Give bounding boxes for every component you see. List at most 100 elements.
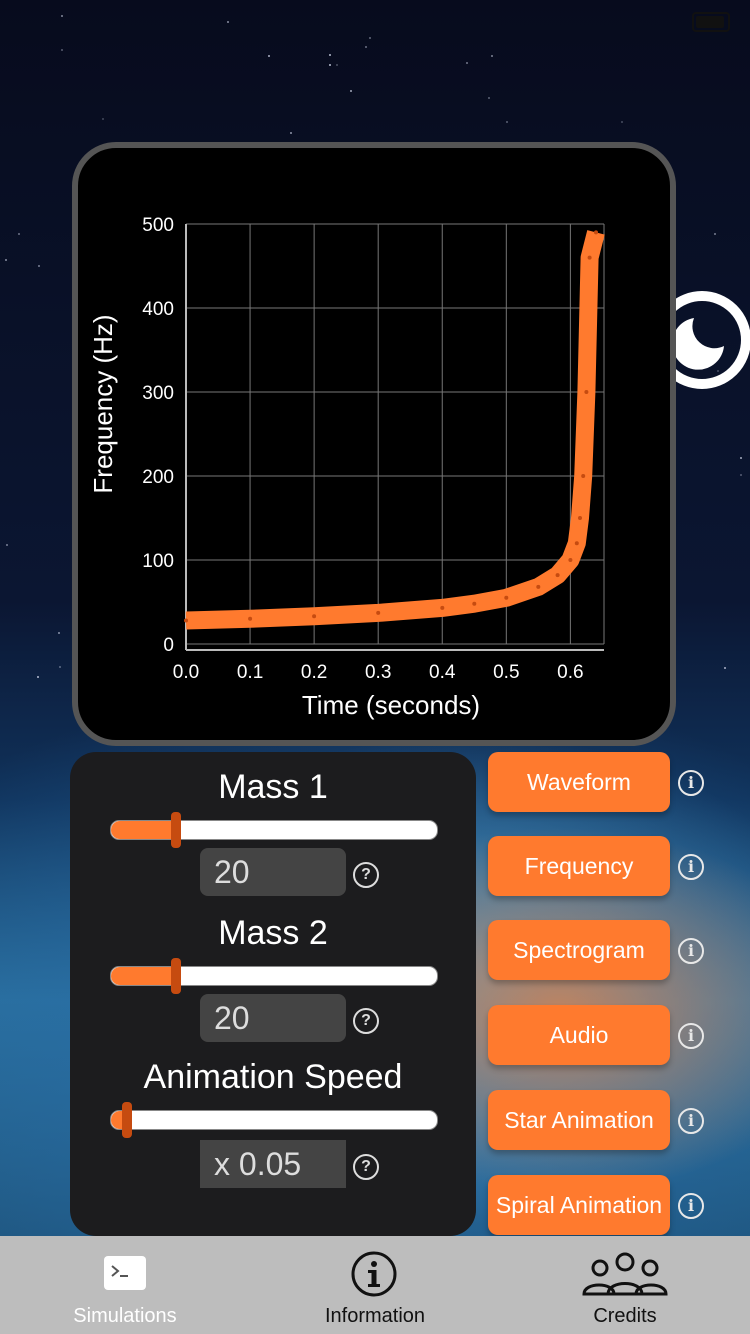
frequency-data-point — [555, 573, 560, 578]
dark-mode-moon-icon[interactable] — [672, 290, 750, 390]
info-circle-icon — [351, 1251, 397, 1297]
star-dot — [491, 55, 493, 57]
tab-simulations-label: Simulations — [73, 1305, 177, 1327]
mass1-label: Mass 1 — [218, 768, 328, 806]
frequency-data-point — [312, 614, 317, 619]
frequency-data-point — [248, 616, 253, 621]
y-tick-label: 0 — [163, 635, 174, 656]
frequency-data-point — [568, 558, 573, 562]
star-dot — [621, 121, 623, 123]
x-tick-label: 0.3 — [365, 662, 391, 683]
battery-icon — [692, 12, 730, 32]
mass1-value-field[interactable]: 20 — [200, 848, 346, 896]
star-dot — [350, 90, 352, 92]
star-dot — [268, 55, 270, 57]
star-dot — [724, 667, 726, 669]
spectrogram-button[interactable]: Spectrogram — [488, 920, 670, 980]
audio-info-icon[interactable]: i — [678, 1023, 704, 1049]
spiral-animation-info-icon[interactable]: i — [678, 1193, 704, 1219]
x-tick-label: 0.4 — [429, 662, 456, 683]
star-dot — [506, 121, 508, 123]
status-bar — [0, 0, 750, 40]
controls-panel: Mass 1 20 ? Mass 2 20 ? Animation Speed … — [70, 752, 476, 1236]
x-axis-label: Time (seconds) — [302, 690, 480, 720]
people-group-icon — [582, 1252, 668, 1296]
speed-help-icon[interactable]: ? — [353, 1154, 379, 1180]
star-dot — [488, 97, 490, 99]
mass2-slider-fill — [111, 967, 176, 985]
star-dot — [227, 21, 229, 23]
star-dot — [466, 62, 468, 64]
mass1-slider-thumb[interactable] — [171, 812, 181, 848]
mass2-label: Mass 2 — [218, 914, 328, 952]
star-dot — [58, 632, 60, 634]
star-dot — [740, 474, 742, 476]
star-dot — [61, 15, 63, 17]
star-dot — [6, 544, 8, 546]
star-animation-info-icon[interactable]: i — [678, 1108, 704, 1134]
frequency-button[interactable]: Frequency — [488, 836, 670, 896]
mass2-slider-thumb[interactable] — [171, 958, 181, 994]
mass2-slider[interactable] — [110, 958, 438, 994]
x-tick-label: 0.5 — [493, 662, 519, 683]
star-dot — [61, 49, 63, 51]
frequency-series-line — [185, 230, 605, 630]
frequency-data-point — [536, 584, 541, 589]
tab-credits-label: Credits — [593, 1305, 657, 1327]
star-dot — [38, 265, 40, 267]
spiral-animation-button[interactable]: Spiral Animation — [488, 1175, 670, 1235]
tab-information-label: Information — [324, 1305, 426, 1327]
star-dot — [290, 132, 292, 134]
star-dot — [717, 370, 719, 372]
frequency-data-point — [574, 541, 579, 546]
y-tick-label: 100 — [142, 551, 174, 572]
tab-simulations[interactable]: Simulations — [0, 1236, 250, 1334]
speed-slider[interactable] — [110, 1102, 438, 1138]
speed-slider-thumb[interactable] — [122, 1102, 132, 1138]
star-dot — [102, 118, 104, 120]
star-dot — [336, 64, 338, 66]
x-tick-label: 0.1 — [237, 662, 263, 683]
star-dot — [18, 233, 20, 235]
tab-credits[interactable]: Credits — [500, 1236, 750, 1334]
tab-bar: Simulations Information Credits — [0, 1236, 750, 1334]
frequency-data-point — [472, 601, 477, 606]
star-dot — [37, 676, 39, 678]
frequency-data-point — [184, 618, 188, 623]
speed-label: Animation Speed — [143, 1058, 403, 1096]
star-animation-button[interactable]: Star Animation — [488, 1090, 670, 1150]
frequency-info-icon[interactable]: i — [678, 854, 704, 880]
spectrogram-info-icon[interactable]: i — [678, 938, 704, 964]
star-dot — [714, 233, 716, 235]
star-dot — [5, 259, 7, 261]
frequency-data-point — [578, 516, 582, 520]
mass1-slider[interactable] — [110, 812, 438, 848]
y-tick-label: 200 — [142, 467, 174, 488]
waveform-button[interactable]: Waveform — [488, 752, 670, 812]
x-tick-label: 0.6 — [557, 662, 583, 683]
frequency-data-point — [594, 230, 598, 235]
frequency-data-point — [440, 605, 445, 610]
frequency-chart-card: 0.0 0.1 0.2 0.3 0.4 0.5 0.6 0 100 200 300 400 500 Tim… — [72, 142, 676, 746]
y-tick-label: 500 — [142, 215, 174, 236]
mass1-slider-fill — [111, 821, 176, 839]
frequency-data-point — [376, 610, 381, 615]
mass1-help-icon[interactable]: ? — [353, 862, 379, 888]
frequency-data-point — [504, 595, 509, 600]
terminal-icon — [104, 1256, 146, 1290]
y-tick-label: 300 — [142, 383, 174, 404]
waveform-info-icon[interactable]: i — [678, 770, 704, 796]
mass2-value-field[interactable]: 20 — [200, 994, 346, 1042]
star-dot — [329, 64, 331, 66]
mass2-help-icon[interactable]: ? — [353, 1008, 379, 1034]
star-dot — [59, 666, 61, 668]
audio-button[interactable]: Audio — [488, 1005, 670, 1065]
tab-information[interactable]: Information — [250, 1236, 500, 1334]
x-tick-label: 0.2 — [301, 662, 327, 683]
x-tick-label: 0.0 — [173, 662, 199, 683]
y-axis-label: Frequency (Hz) — [88, 314, 118, 493]
speed-value-field[interactable]: x 0.05 — [200, 1140, 346, 1188]
frequency-data-point — [584, 390, 589, 394]
y-tick-label: 400 — [142, 299, 174, 320]
star-dot — [365, 46, 367, 48]
